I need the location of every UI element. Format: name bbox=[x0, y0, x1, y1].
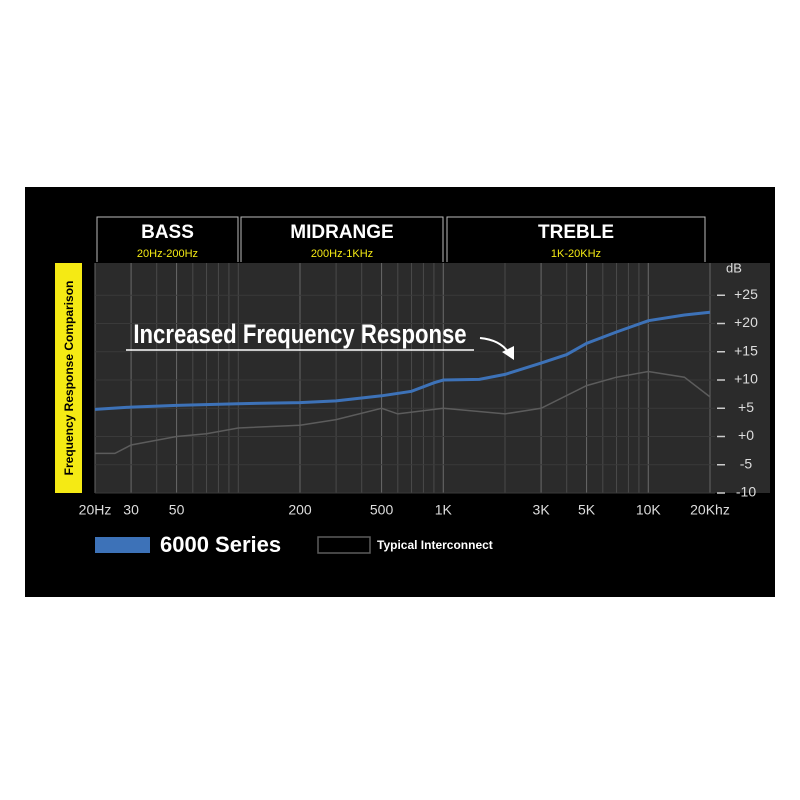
band-label: TREBLE bbox=[538, 222, 614, 243]
y-tick-label: +10 bbox=[734, 371, 758, 387]
x-tick-label: 30 bbox=[123, 502, 139, 518]
legend-label: Typical Interconnect bbox=[377, 538, 493, 552]
y-tick-label: +15 bbox=[734, 342, 758, 358]
band-label: MIDRANGE bbox=[290, 222, 393, 243]
x-tick-label: 50 bbox=[169, 502, 185, 518]
y-tick-label: -10 bbox=[736, 484, 756, 500]
annotation-arrowhead bbox=[502, 346, 514, 360]
x-tick-label: 20Hz bbox=[79, 502, 112, 518]
series-line bbox=[95, 370, 711, 455]
band-box bbox=[240, 216, 444, 262]
y-tick-label: +5 bbox=[738, 399, 754, 415]
x-tick-label: 5K bbox=[578, 502, 596, 518]
band-label: BASS bbox=[141, 222, 194, 243]
band-range: 1K-20KHz bbox=[551, 248, 601, 260]
legend-swatch bbox=[317, 536, 371, 554]
y-tick-label: +25 bbox=[734, 286, 758, 302]
x-tick-label: 3K bbox=[533, 502, 551, 518]
x-tick-label: 200 bbox=[288, 502, 312, 518]
x-tick-label: 10K bbox=[636, 502, 662, 518]
y-label-box bbox=[55, 263, 82, 493]
y-tick-label: -5 bbox=[740, 455, 753, 471]
y-unit: dB bbox=[726, 260, 742, 275]
annotation: Increased Frequency Response bbox=[133, 320, 466, 350]
y-tick-label: +20 bbox=[734, 314, 758, 330]
legend-label: 6000 Series bbox=[160, 532, 281, 557]
x-tick-label: 20Khz bbox=[690, 502, 730, 518]
x-tick-label: 500 bbox=[370, 502, 394, 518]
band-range: 20Hz-200Hz bbox=[137, 248, 198, 260]
series-line bbox=[94, 310, 711, 411]
legend-swatch bbox=[95, 537, 150, 553]
x-tick-label: 1K bbox=[435, 502, 453, 518]
band-box bbox=[446, 216, 706, 262]
y-tick-label: +0 bbox=[738, 427, 754, 443]
y-axis-label: Frequency Response Comparison bbox=[62, 281, 76, 476]
band-range: 200Hz-1KHz bbox=[311, 248, 373, 260]
plot-area bbox=[95, 263, 770, 493]
band-box bbox=[96, 216, 239, 262]
